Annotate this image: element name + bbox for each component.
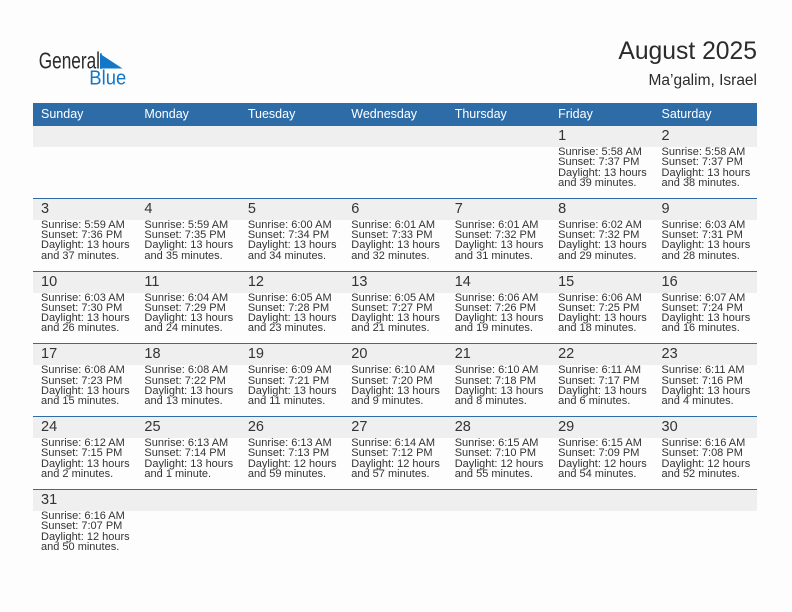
svg-text:Blue: Blue xyxy=(89,67,126,90)
